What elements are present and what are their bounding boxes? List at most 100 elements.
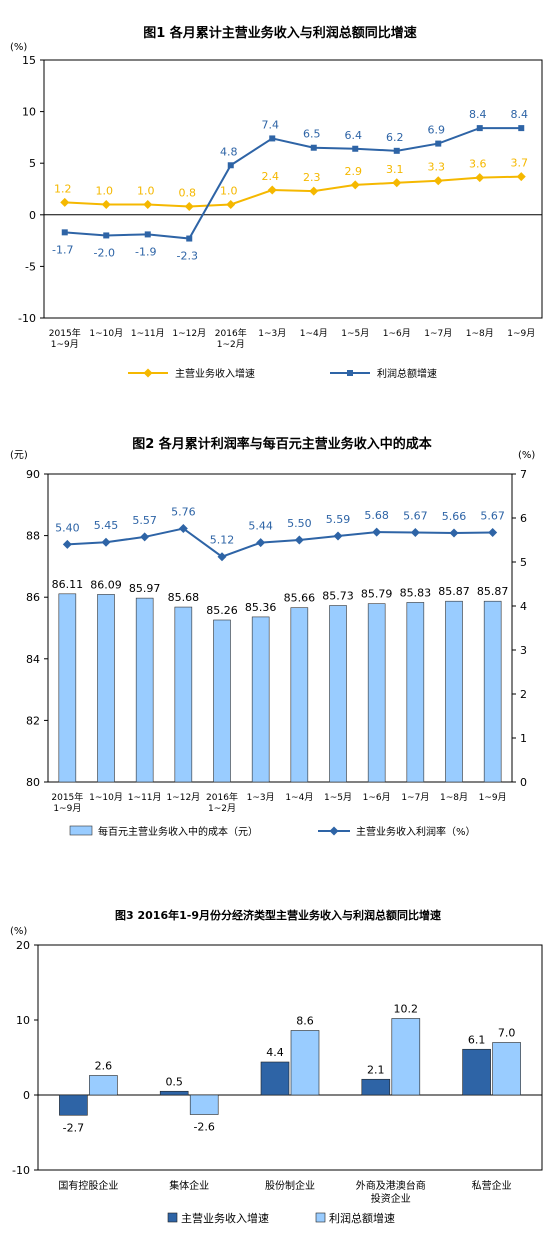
chart-2-line-label-7: 5.59 [326, 513, 351, 526]
chart-2-y-unit-left: (元) [10, 450, 28, 461]
chart-1-legend-label-0: 主营业务收入增速 [175, 367, 255, 380]
chart-2-bar-label-11: 85.87 [477, 585, 509, 598]
chart-1-y-tick-4: 10 [22, 106, 36, 119]
chart-1-y-tick-2: 0 [29, 209, 36, 222]
chart-1-series-1-label-8: 6.2 [386, 131, 404, 144]
chart-3-x-tick-3: 外商及港澳台商 [356, 1179, 426, 1192]
chart-1-x-tick-7: 1~5月 [341, 328, 369, 339]
chart-1-series-1-label-4: 4.8 [220, 145, 238, 158]
chart-3-series-0-label-0: -2.7 [63, 1121, 84, 1134]
chart-2-line-point-3 [178, 524, 188, 534]
chart-2-line-point-0 [62, 539, 72, 549]
chart-2-x-tick-4: 2016年 [206, 791, 238, 803]
chart-1-series-1-label-0: -1.7 [52, 243, 73, 256]
chart-3-legend-label-0: 主营业务收入增速 [181, 1211, 269, 1225]
chart-2-line-point-1 [101, 537, 111, 547]
chart-3-y-tick-2: 10 [16, 1014, 30, 1027]
chart-2-line-point-2 [140, 532, 150, 542]
chart-2-y-right-tick-2: 2 [520, 688, 527, 701]
chart-2-line-label-3: 5.76 [171, 506, 196, 519]
chart-1-legend-marker-0 [143, 368, 153, 378]
chart-1-series-0-point-11 [516, 172, 526, 182]
chart-1-series-1-point-4 [227, 162, 234, 169]
chart-2-bar-9 [406, 602, 425, 783]
chart-3-series-0-bar-1 [159, 1090, 189, 1096]
chart-3-y-tick-0: -10 [12, 1164, 30, 1177]
chart-2-y-left-tick-3: 86 [26, 591, 40, 604]
chart-1-series-1-label-1: -2.0 [94, 246, 115, 259]
chart-3-series-1-bar-4 [492, 1042, 521, 1096]
chart-3-series-1-label-0: 2.6 [95, 1060, 113, 1073]
chart-3-series-0-label-4: 6.1 [468, 1033, 486, 1046]
chart-2-x-tick-2: 1~11月 [128, 792, 162, 803]
chart-2-plot-frame [47, 473, 513, 783]
chart-1-series-1-point-5 [269, 135, 276, 142]
chart-1-series-0-point-8 [392, 178, 402, 188]
chart-2-legend-swatch-0 [69, 825, 93, 836]
chart-2-y-right-tick-4: 4 [520, 600, 527, 613]
chart-2-bar-label-5: 85.36 [245, 601, 277, 614]
chart-2: 图2 各月累计利润率与每百元主营业务收入中的成本 (元) (%) 80 82 84 8… [10, 436, 535, 838]
chart-2-y-right-tick-3: 3 [520, 644, 527, 657]
chart-2-bar-label-10: 85.87 [438, 585, 470, 598]
chart-1-series-0-label-5: 2.4 [262, 170, 280, 183]
chart-2-x-tick-0-line2: 1~9月 [53, 803, 81, 814]
chart-2-y-right-tick-5: 5 [520, 556, 527, 569]
chart-2-line-label-9: 5.67 [403, 510, 428, 523]
chart-2-x-tick-11: 1~9月 [479, 792, 507, 803]
chart-2-bar-4 [213, 619, 231, 783]
chart-2-bar-2 [135, 597, 154, 783]
chart-1-plot-frame [43, 59, 543, 319]
chart-1-series-0-label-4: 1.0 [220, 184, 238, 197]
chart-1-x-tick-10: 1~8月 [466, 328, 494, 339]
chart-2-line-label-1: 5.45 [94, 519, 119, 532]
chart-2-line-point-11 [488, 528, 498, 538]
chart-1-x-tick-4: 2016年 [215, 327, 247, 339]
chart-1-series-1-point-0 [61, 229, 68, 236]
chart-2-x-tick-1: 1~10月 [89, 792, 123, 803]
chart-1-series-1-label-7: 6.4 [345, 129, 363, 142]
chart-3-y-tick-3: 20 [16, 939, 30, 952]
chart-1-series-0-point-0 [60, 197, 70, 207]
chart-3-legend-label-1: 利润总额增速 [329, 1211, 395, 1225]
chart-1-series-0-label-1: 1.0 [96, 184, 114, 197]
chart-2-line-point-9 [410, 528, 420, 538]
chart-1-series-0-point-10 [475, 173, 485, 183]
chart-1-x-tick-0: 2015年 [49, 327, 81, 339]
chart-1-series-0-label-0: 1.2 [54, 182, 72, 195]
chart-2-bar-label-4: 85.26 [206, 604, 238, 617]
chart-1-series-1-point-1 [103, 232, 110, 239]
chart-2-bar-3 [174, 606, 193, 783]
chart-1-x-tick-2: 1~11月 [131, 328, 165, 339]
chart-1-series-1-point-3 [186, 235, 193, 242]
chart-1-series-0-point-7 [350, 180, 360, 190]
chart-2-legend-marker-1 [329, 826, 339, 836]
chart-2-bar-8 [367, 603, 386, 783]
chart-1-series-1-label-3: -2.3 [177, 250, 198, 263]
chart-2-bar-label-0: 86.11 [52, 578, 84, 591]
chart-1-y-tick-1: -5 [25, 260, 36, 273]
chart-1-series-1-label-10: 8.4 [469, 108, 487, 121]
chart-3-y-unit: (%) [10, 926, 27, 937]
chart-1-series-0-label-8: 3.1 [386, 163, 404, 176]
chart-1-series-1-label-11: 8.4 [511, 108, 529, 121]
chart-1-x-tick-9: 1~7月 [424, 328, 452, 339]
chart-1-x-tick-6: 1~4月 [300, 328, 328, 339]
chart-1-x-tick-4-line2: 1~2月 [217, 339, 245, 350]
chart-1-title: 图1 各月累计主营业务收入与利润总额同比增速 [143, 25, 417, 41]
chart-2-line-label-2: 5.57 [132, 514, 157, 527]
chart-3-series-0-label-3: 2.1 [367, 1063, 385, 1076]
chart-1-series-0-label-2: 1.0 [137, 184, 155, 197]
chart-2-line-label-4: 5.12 [210, 534, 235, 547]
chart-1-x-tick-1: 1~10月 [89, 328, 123, 339]
chart-1-series-0-label-7: 2.9 [345, 165, 363, 178]
chart-2-bar-label-1: 86.09 [90, 578, 122, 591]
chart-1-series-0-point-5 [267, 185, 277, 195]
chart-1-series-0-point-6 [309, 186, 319, 196]
chart-2-y-left-tick-0: 80 [26, 776, 40, 789]
chart-3-series-1-label-1: -2.6 [193, 1121, 214, 1134]
chart-3-series-1-label-2: 8.6 [296, 1015, 314, 1028]
chart-2-line-point-6 [294, 535, 304, 545]
chart-2-bar-7 [329, 605, 347, 783]
chart-3-series-1-bar-3 [391, 1018, 421, 1096]
